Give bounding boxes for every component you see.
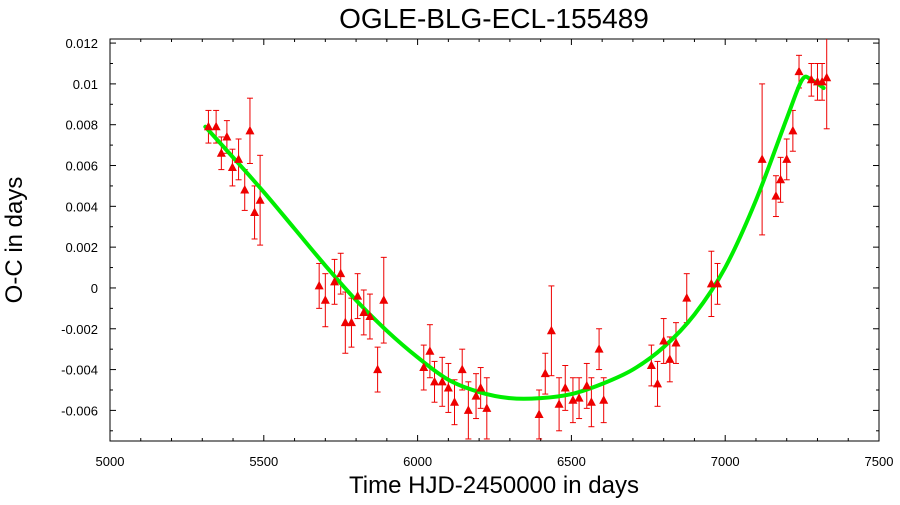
data-point-triangle (665, 354, 675, 363)
data-point-triangle (245, 125, 255, 135)
y-tick-label: 0.01 (73, 77, 98, 92)
y-tick-label: 0 (91, 281, 98, 296)
data-point-triangle (822, 72, 832, 82)
data-point-triangle (227, 162, 237, 172)
data-point-triangle (471, 391, 481, 400)
data-point-triangle (594, 344, 604, 353)
data-point-triangle (346, 317, 356, 327)
data-point-triangle (546, 325, 556, 335)
data-point-triangle (771, 191, 781, 200)
plot-area: 5000 5500 6000 6500 7000 7500 0.012 0.01 0.008 0.… (61, 36, 894, 469)
y-tick-label: -0.004 (61, 363, 98, 378)
data-point-triangle (476, 382, 486, 392)
x-tick-label: 6000 (403, 454, 432, 469)
data-point-triangle (211, 121, 221, 131)
data-point-triangle (255, 195, 265, 204)
y-tick-label: 0.002 (65, 240, 98, 255)
data-point-triangle (653, 378, 663, 388)
data-point-triangle (574, 393, 584, 402)
plot-frame (109, 38, 880, 442)
data-point-triangle (582, 380, 592, 390)
x-tick-label: 5500 (249, 454, 278, 469)
fit-curve (203, 74, 826, 401)
data-point-triangle (806, 74, 816, 84)
x-tick-label: 5000 (96, 454, 125, 469)
y-tick-label: 0.008 (65, 118, 98, 133)
data-point-triangle (782, 154, 792, 163)
data-point-triangle (320, 295, 330, 304)
y-tick-label: 0.006 (65, 159, 98, 174)
data-point-triangle (646, 360, 656, 369)
data-point-triangle (430, 376, 440, 386)
data-point-triangle (234, 154, 244, 163)
data-point-triangle (794, 66, 804, 76)
data-point-triangle (379, 295, 389, 304)
chart-title: OGLE-BLG-ECL-155489 (339, 3, 649, 34)
data-point-triangle (757, 154, 767, 163)
y-tick-label: -0.002 (61, 322, 98, 337)
data-point-triangle (353, 291, 363, 300)
data-point-triangle (443, 382, 453, 392)
x-tick-label: 7000 (711, 454, 740, 469)
data-point-triangle (788, 125, 798, 135)
data-point-triangle (419, 362, 429, 372)
data-point-triangle (659, 336, 669, 345)
data-point-triangle (776, 174, 786, 184)
data-point-triangle (554, 399, 564, 408)
data-point-triangle (250, 207, 260, 216)
data-point-triangle (671, 338, 681, 347)
data-point-triangle (450, 397, 460, 406)
y-axis-label: O-C in days (1, 177, 28, 304)
y-tick-label: -0.006 (61, 403, 98, 418)
data-point-triangle (437, 376, 447, 386)
data-point-triangle (713, 278, 723, 288)
y-tick-label: 0.004 (65, 199, 98, 214)
x-tick-label: 6500 (557, 454, 586, 469)
x-tick-label: 7500 (865, 454, 894, 469)
data-point-triangle (203, 121, 213, 131)
data-point-triangle (706, 278, 716, 288)
data-point-triangle (482, 403, 492, 412)
data-point-triangle (599, 395, 609, 404)
data-point-triangle (682, 293, 692, 302)
data-point-triangle (336, 268, 346, 278)
data-point-triangle (222, 131, 232, 141)
data-point-triangle (365, 311, 375, 321)
data-point-triangle (359, 307, 369, 316)
data-point-triangle (560, 382, 570, 392)
data-point-triangle (463, 405, 473, 414)
data-point-triangle (586, 397, 596, 406)
data-point-triangle (457, 364, 467, 374)
data-point-triangle (540, 368, 550, 378)
y-tick-label: 0.012 (65, 36, 98, 51)
data-point-triangle (314, 280, 324, 290)
data-point-triangle (817, 76, 827, 86)
data-point-triangle (425, 346, 435, 355)
x-axis-label: Time HJD-2450000 in days (349, 472, 639, 499)
data-point-triangle (216, 148, 226, 157)
data-point-triangle (340, 317, 350, 327)
data-point-triangle (330, 276, 340, 286)
data-point-triangle (534, 409, 544, 418)
data-point-triangle (240, 185, 250, 194)
data-point-triangle (373, 364, 383, 374)
